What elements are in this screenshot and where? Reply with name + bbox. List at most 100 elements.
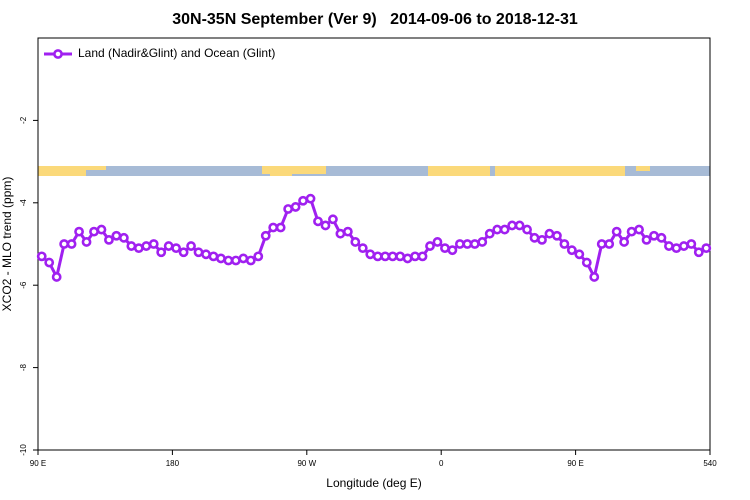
data-point xyxy=(111,230,122,241)
data-point xyxy=(514,220,525,231)
data-point xyxy=(342,226,353,237)
data-point xyxy=(395,251,406,262)
x-tick-label: 90 W xyxy=(297,459,316,468)
chart-title: 30N-35N September (Ver 9) 2014-09-06 to … xyxy=(172,11,578,28)
data-point xyxy=(656,232,667,243)
y-tick-label: -10 xyxy=(19,444,28,456)
data-point xyxy=(365,249,376,260)
data-point xyxy=(649,230,659,241)
data-point xyxy=(380,251,391,262)
data-point xyxy=(193,247,204,258)
data-point xyxy=(611,226,622,237)
plot-frame xyxy=(37,37,711,451)
data-point xyxy=(432,237,443,247)
data-point xyxy=(425,241,435,251)
data-point xyxy=(133,243,144,254)
data-point xyxy=(89,226,99,237)
data-point xyxy=(36,251,47,262)
data-point xyxy=(156,247,167,258)
data-point xyxy=(417,251,428,262)
data-point xyxy=(596,239,607,249)
data-point xyxy=(186,241,196,251)
data-point xyxy=(81,237,92,247)
legend-label: Land (Nadir&Glint) and Ocean (Glint) xyxy=(78,46,275,60)
data-point xyxy=(298,195,308,206)
x-tick-label: 180 xyxy=(166,459,180,468)
data-point xyxy=(118,232,129,243)
y-axis-label: XCO2 - MLO trend (ppm) xyxy=(0,177,14,312)
data-point xyxy=(477,237,488,247)
data-point xyxy=(671,243,682,254)
data-point xyxy=(454,239,465,249)
x-tick-label: 540 xyxy=(703,459,717,468)
y-tick-label: -6 xyxy=(19,281,28,289)
data-point xyxy=(544,228,555,239)
data-point xyxy=(701,243,712,254)
data-point xyxy=(260,230,271,241)
data-point xyxy=(410,251,420,262)
data-point xyxy=(484,228,495,239)
data-point xyxy=(626,226,637,237)
data-point xyxy=(141,241,152,251)
x-tick-label: 0 xyxy=(439,459,444,468)
data-point xyxy=(693,247,704,258)
data-point xyxy=(275,222,286,233)
data-point xyxy=(522,224,532,235)
data-point xyxy=(402,253,413,264)
x-axis-label: Longitude (deg E) xyxy=(326,476,421,490)
y-tick-label: -4 xyxy=(19,199,28,207)
data-point xyxy=(686,239,697,249)
data-point xyxy=(74,226,84,237)
data-point xyxy=(148,239,159,249)
data-point xyxy=(552,230,562,241)
data-point xyxy=(537,234,547,245)
data-point xyxy=(574,249,585,260)
data-point xyxy=(447,245,458,256)
data-point xyxy=(283,204,294,214)
data-point xyxy=(163,241,174,251)
data-point xyxy=(328,214,338,225)
data-point xyxy=(604,239,615,249)
data-point xyxy=(126,241,137,251)
data-point xyxy=(230,255,241,266)
data-point xyxy=(387,251,398,262)
data-point xyxy=(357,243,368,254)
data-point xyxy=(216,253,226,264)
data-point xyxy=(350,237,361,247)
data-point xyxy=(44,257,55,268)
data-point xyxy=(619,237,630,247)
x-tick-label: 90 E xyxy=(567,459,583,468)
data-point xyxy=(171,243,182,254)
data-point xyxy=(469,239,480,249)
land-ocean-strip xyxy=(38,166,710,176)
data-point xyxy=(59,239,70,249)
data-point xyxy=(634,224,644,235)
data-point xyxy=(253,251,264,262)
data-point xyxy=(664,241,674,251)
data-point xyxy=(678,241,689,251)
data-point xyxy=(268,222,279,233)
data-point xyxy=(238,253,249,264)
data-point xyxy=(320,220,331,231)
data-point xyxy=(66,239,77,249)
legend-marker xyxy=(53,49,63,59)
data-point xyxy=(104,234,114,245)
y-tick-label: -2 xyxy=(19,116,28,124)
data-point xyxy=(462,239,473,249)
x-tick-label: 90 E xyxy=(30,459,46,468)
data-point xyxy=(96,224,107,235)
data-point xyxy=(492,224,503,235)
series-line xyxy=(40,196,707,282)
data-point xyxy=(581,257,592,268)
data-point xyxy=(290,202,301,212)
data-point xyxy=(559,239,570,249)
data-point xyxy=(51,272,62,282)
data-point xyxy=(641,234,652,245)
data-point xyxy=(313,216,323,227)
data-point xyxy=(223,255,234,266)
data-point xyxy=(529,232,540,243)
y-tick-label: -8 xyxy=(19,363,28,371)
data-point xyxy=(566,245,577,256)
data-point xyxy=(589,272,600,282)
